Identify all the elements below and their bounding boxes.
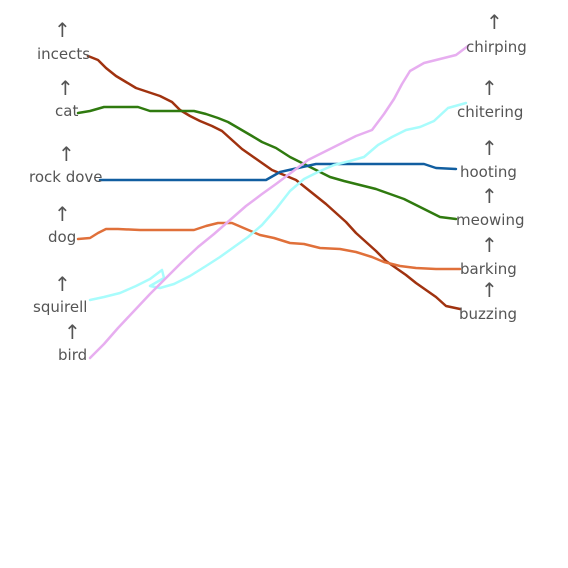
left-label-squirrel: squirell [33,298,88,316]
arrow-up-icon: ↑ [481,184,498,208]
connection-line-rock-dove-hooting [98,162,458,182]
left-label-bird: bird [58,346,88,364]
left-label-cat: cat [55,102,79,120]
connection-line-cat-meowing [76,105,458,221]
arrow-up-icon: ↑ [481,233,498,257]
right-label-chittering: chitering [457,103,524,121]
connection-line-bird-chirping [88,44,470,360]
arrow-up-icon: ↑ [481,136,498,160]
right-label-hooting: hooting [460,163,517,181]
left-label-insects: incects [37,45,91,63]
arrow-up-icon: ↑ [54,18,71,42]
connection-line-squirrel-chittering [88,101,468,302]
connection-line-dog-barking [76,221,462,271]
right-label-barking: barking [460,260,517,278]
arrow-up-icon: ↑ [58,142,75,166]
arrow-up-icon: ↑ [481,76,498,100]
right-label-chirping: chirping [466,38,527,56]
arrow-up-icon: ↑ [57,76,74,100]
right-label-buzzing: buzzing [459,305,517,323]
left-label-rock-dove: rock dove [29,168,103,186]
arrow-up-icon: ↑ [54,272,71,296]
connection-line-insects-buzzing [86,54,462,311]
arrow-up-icon: ↑ [481,278,498,302]
arrow-up-icon: ↑ [54,202,71,226]
arrow-up-icon: ↑ [64,320,81,344]
right-label-meowing: meowing [456,211,525,229]
arrow-up-icon: ↑ [486,10,503,34]
left-label-dog: dog [48,228,77,246]
